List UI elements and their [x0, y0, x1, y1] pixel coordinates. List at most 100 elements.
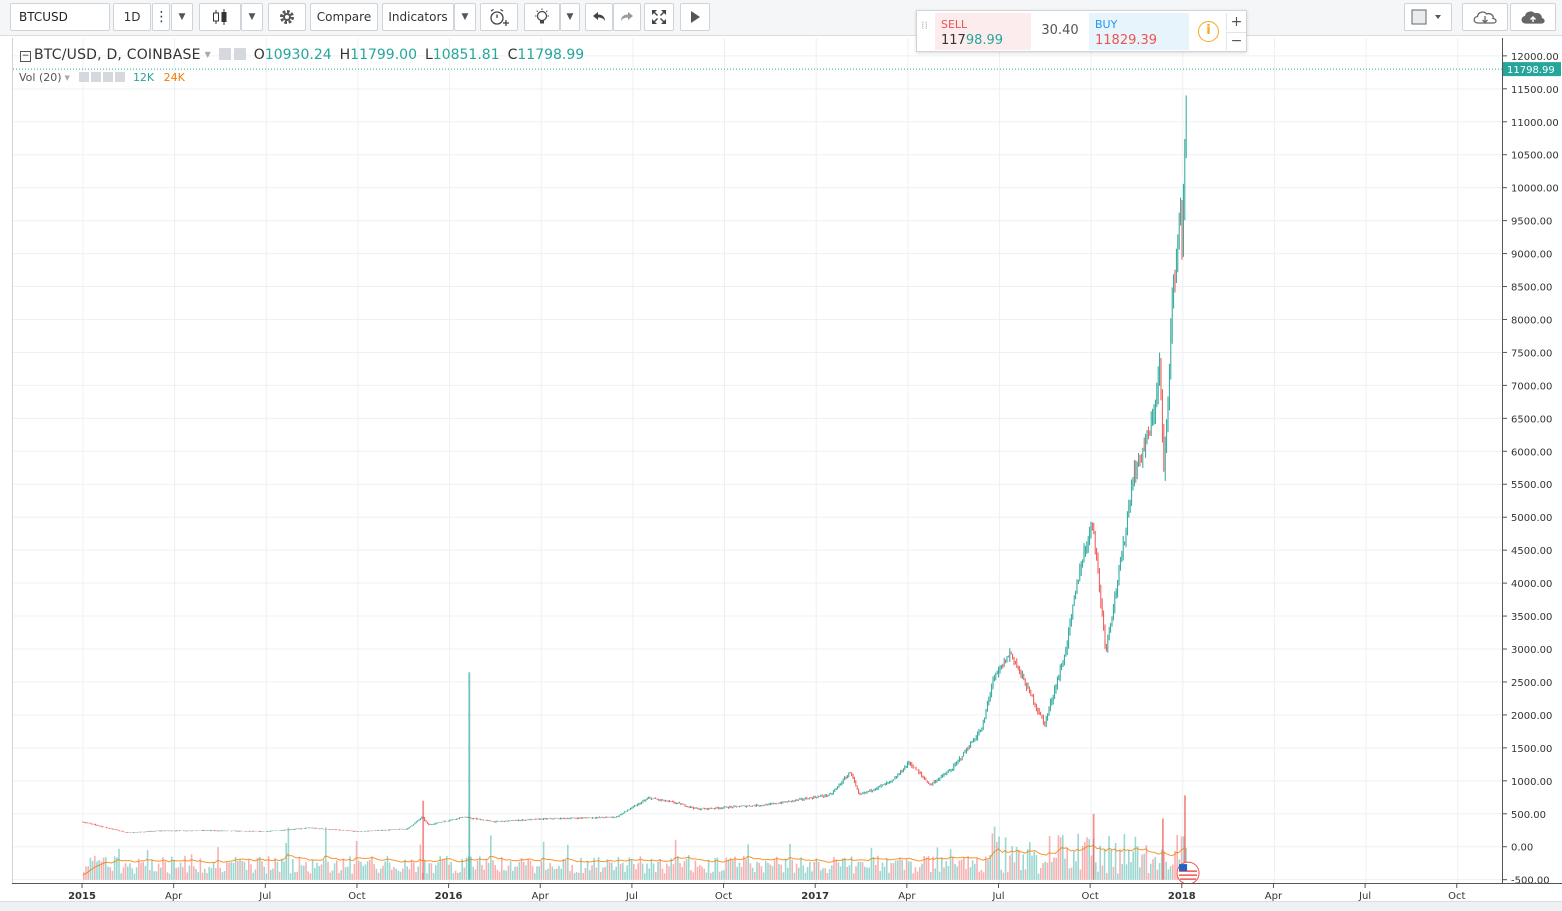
decrease-quantity-button[interactable]: − [1226, 32, 1246, 50]
volume-bar [263, 866, 265, 880]
volume-bar [512, 870, 514, 880]
volume-bar [173, 859, 175, 880]
candlestick-chart[interactable] [13, 38, 1503, 885]
sell-button[interactable]: SELL 11798.99 [935, 13, 1031, 50]
volume-spike-bar [1161, 818, 1164, 880]
volume-bar [1011, 846, 1013, 880]
volume-bar [738, 862, 741, 880]
layout-button[interactable] [1404, 3, 1452, 31]
drag-handle-icon[interactable]: ⁞⁞ [921, 19, 928, 32]
volume-bar [747, 844, 749, 880]
time-axis-scale[interactable]: 2015 Apr Jul Oct 2016 Apr Jul Oct 2017 Apr Jul Oct 2… [12, 884, 1562, 902]
indicators-dropdown-icon[interactable]: ▼ [454, 3, 476, 31]
ideas-dropdown-icon[interactable]: ▼ [560, 3, 580, 31]
volume-bar [523, 861, 525, 880]
volume-bar [749, 863, 752, 880]
volume-bar [377, 872, 380, 880]
volume-bar [250, 864, 252, 880]
volume-remove-icon[interactable] [115, 72, 126, 82]
price-tick-label: 500.00 [1511, 810, 1546, 821]
close-label: C [507, 47, 518, 63]
volume-bar [1051, 862, 1053, 880]
volume-bar [798, 867, 800, 880]
symbol-search-input[interactable]: BTCUSD [10, 3, 110, 31]
spread-value: 30.40 [1041, 23, 1079, 38]
volume-bar [859, 861, 862, 880]
volume-bar [1042, 863, 1044, 880]
volume-bar [505, 870, 507, 880]
volume-eye-icon[interactable] [79, 72, 90, 82]
volume-bar [1024, 869, 1027, 880]
volume-bar [872, 856, 875, 880]
volume-bar [243, 861, 246, 880]
alert-button[interactable] [480, 3, 518, 31]
volume-bar [140, 862, 142, 880]
volume-bar [1130, 862, 1132, 880]
price-axis-scale[interactable]: -500.00 0.00 500.00 1000.00 1500.00 2000.00 25… [1503, 38, 1562, 887]
volume-bar [465, 857, 468, 880]
interval-more-icon[interactable]: ⋮ [152, 3, 170, 31]
increase-quantity-button[interactable]: + [1226, 13, 1246, 31]
volume-bar [723, 870, 725, 880]
volume-bar [545, 870, 547, 880]
collapse-icon[interactable]: − [20, 51, 31, 62]
volume-bar [877, 855, 879, 880]
buy-button[interactable]: BUY 11829.39 [1089, 13, 1189, 50]
chart-legend: − BTC/USD, D, COINBASE ▼ O10930.24 H11799.00… [20, 47, 584, 63]
ideas-button[interactable] [524, 3, 560, 31]
volume-bar [197, 872, 199, 880]
volume-bar [892, 863, 895, 880]
volume-bar [936, 847, 939, 880]
cloud-download-icon [1473, 11, 1497, 24]
volume-bar [879, 871, 881, 880]
volume-bar [474, 869, 477, 880]
redo-button[interactable] [613, 3, 641, 31]
volume-bar [294, 872, 296, 880]
price-tick-label: 1500.00 [1511, 744, 1552, 755]
replay-button[interactable] [680, 3, 710, 31]
volume-bar [193, 866, 195, 880]
undo-button[interactable] [585, 3, 613, 31]
volume-bar [221, 872, 224, 880]
legend-settings-icon[interactable] [233, 48, 246, 60]
volume-dropdown-icon[interactable]: ▼ [64, 74, 70, 82]
fullscreen-button[interactable] [644, 3, 674, 31]
volume-indicator-title[interactable]: Vol (20) [19, 71, 62, 84]
volume-bar [910, 861, 912, 880]
candles-icon [213, 9, 227, 25]
compare-button[interactable]: Compare [310, 3, 378, 31]
time-tick-label: Jul [1358, 891, 1371, 902]
volume-bar [116, 857, 118, 880]
volume-bar [842, 858, 844, 880]
volume-bar [100, 861, 103, 880]
price-tick-label: 11500.00 [1511, 85, 1559, 96]
volume-bar [745, 859, 747, 880]
symbol-title[interactable]: BTC/USD, D, COINBASE [34, 47, 201, 63]
volume-settings-icon[interactable] [91, 72, 102, 82]
volume-bar [142, 861, 144, 880]
volume-bar [441, 859, 444, 880]
volume-bar [780, 864, 782, 880]
volume-bar [226, 862, 228, 880]
volume-bar [1026, 849, 1029, 880]
time-axis[interactable]: 2015 Apr Jul Oct 2016 Apr Jul Oct 2017 Apr Jul Oct 2… [12, 883, 1562, 902]
settings-button[interactable] [268, 3, 306, 31]
volume-bar [1165, 861, 1167, 880]
interval-button[interactable]: 1D [113, 3, 151, 31]
load-layout-button[interactable] [1462, 3, 1508, 31]
volume-bar [529, 860, 532, 880]
legend-eye-icon[interactable] [218, 48, 231, 60]
interval-dropdown-icon[interactable]: ▼ [171, 3, 193, 31]
chart-style-dropdown-icon[interactable]: ▼ [241, 3, 263, 31]
price-axis[interactable]: -500.00 0.00 500.00 1000.00 1500.00 2000.00 25… [1502, 38, 1562, 887]
indicators-button[interactable]: Indicators [382, 3, 454, 31]
title-dropdown-icon[interactable]: ▼ [204, 50, 211, 59]
volume-bar [657, 861, 659, 880]
volume-bar [1169, 866, 1172, 880]
chart-pane[interactable] [12, 38, 1503, 885]
save-layout-button[interactable] [1510, 3, 1556, 31]
chart-style-button[interactable] [199, 3, 241, 31]
volume-more-icon[interactable] [103, 72, 114, 82]
price-tick-label: 8500.00 [1511, 283, 1552, 294]
info-button[interactable]: i [1198, 21, 1219, 42]
